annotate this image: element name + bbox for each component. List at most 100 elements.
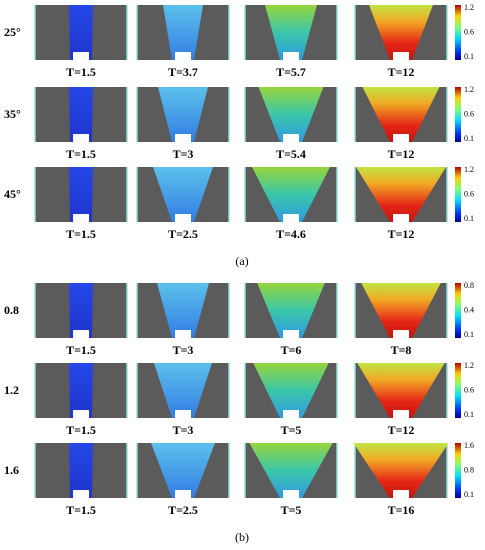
outlet (393, 410, 409, 418)
flow-zone (69, 5, 93, 60)
time-label: T=1.5 (66, 343, 96, 357)
colorbar (455, 443, 461, 498)
colorbar (455, 167, 461, 222)
time-label: T=4.6 (276, 227, 306, 241)
outlet (73, 490, 89, 498)
time-label: T=3.7 (168, 65, 198, 79)
flow-zone (69, 283, 93, 338)
flow-zone (253, 363, 329, 418)
colorbar (455, 283, 461, 338)
outlet (393, 214, 409, 222)
flow-zone (249, 443, 333, 498)
time-label: T=12 (388, 227, 415, 241)
colorbar (455, 87, 461, 142)
time-label: T=3 (173, 423, 194, 437)
outlet (73, 134, 89, 142)
flow-zone (153, 167, 213, 222)
flow-zone (154, 363, 212, 418)
flow-zone (158, 87, 208, 142)
flow-zone (151, 443, 215, 498)
flow-zone (361, 283, 441, 338)
time-label: T=16 (388, 503, 415, 517)
colorbar-label: 0.6 (464, 109, 474, 118)
colorbar-label: 0.1 (464, 134, 474, 143)
colorbar-label: 1.2 (464, 361, 474, 370)
time-label: T=1.5 (66, 227, 96, 241)
colorbar-label: 0.1 (464, 52, 474, 61)
colorbar-label: 1.6 (464, 441, 474, 450)
flow-zone (362, 87, 440, 142)
outlet (393, 134, 409, 142)
flow-zone (69, 167, 93, 222)
flow-zone (252, 167, 330, 222)
flow-zone (157, 283, 209, 338)
colorbar-label: 0.8 (464, 465, 474, 474)
outlet (175, 490, 191, 498)
outlet (175, 52, 191, 60)
time-label: T=6 (281, 343, 302, 357)
time-label: T=1.5 (66, 147, 96, 161)
outlet (73, 214, 89, 222)
flow-zone (163, 5, 203, 60)
colorbar-label: 0.8 (464, 281, 474, 290)
panel-caption: (b) (235, 530, 249, 544)
colorbar-label: 0.1 (464, 490, 474, 499)
outlet (73, 52, 89, 60)
time-label: T=5 (281, 423, 302, 437)
time-label: T=5.7 (276, 65, 306, 79)
time-label: T=12 (388, 423, 415, 437)
outlet (73, 410, 89, 418)
outlet (283, 410, 299, 418)
colorbar-label: 0.6 (464, 189, 474, 198)
colorbar-label: 0.4 (464, 305, 474, 314)
flow-zone (69, 363, 93, 418)
row-label: 25° (4, 25, 21, 39)
colorbar-label: 0.6 (464, 27, 474, 36)
row-label: 45° (4, 187, 21, 201)
time-label: T=1.5 (66, 503, 96, 517)
colorbar-label: 0.1 (464, 214, 474, 223)
row-label: 0.8 (4, 303, 19, 317)
outlet (393, 52, 409, 60)
outlet (393, 490, 409, 498)
flow-zone (357, 363, 445, 418)
outlet (283, 330, 299, 338)
outlet (283, 52, 299, 60)
flow-zone (69, 443, 93, 498)
time-label: T=1.5 (66, 65, 96, 79)
time-label: T=12 (388, 65, 415, 79)
outlet (175, 214, 191, 222)
flow-zone (257, 283, 325, 338)
flow-zone (69, 87, 93, 142)
colorbar-label: 1.2 (464, 165, 474, 174)
colorbar-label: 0.6 (464, 385, 474, 394)
colorbar-label: 0.1 (464, 330, 474, 339)
outlet (283, 214, 299, 222)
flow-zone (356, 167, 446, 222)
outlet (283, 134, 299, 142)
time-label: T=1.5 (66, 423, 96, 437)
row-label: 1.2 (4, 383, 19, 397)
colorbar (455, 5, 461, 60)
time-label: T=2.5 (168, 227, 198, 241)
outlet (73, 330, 89, 338)
outlet (393, 330, 409, 338)
time-label: T=3 (173, 147, 194, 161)
time-label: T=12 (388, 147, 415, 161)
colorbar-label: 0.1 (464, 410, 474, 419)
row-label: 1.6 (4, 463, 19, 477)
colorbar (455, 363, 461, 418)
outlet (175, 134, 191, 142)
outlet (175, 330, 191, 338)
colorbar-label: 1.2 (464, 3, 474, 12)
flow-zone (258, 87, 324, 142)
flow-zone (369, 5, 433, 60)
flow-zone (353, 443, 449, 498)
outlet (175, 410, 191, 418)
row-label: 35° (4, 107, 21, 121)
time-label: T=5.4 (276, 147, 306, 161)
time-label: T=5 (281, 503, 302, 517)
colorbar-label: 1.2 (464, 85, 474, 94)
flow-zone (265, 5, 317, 60)
